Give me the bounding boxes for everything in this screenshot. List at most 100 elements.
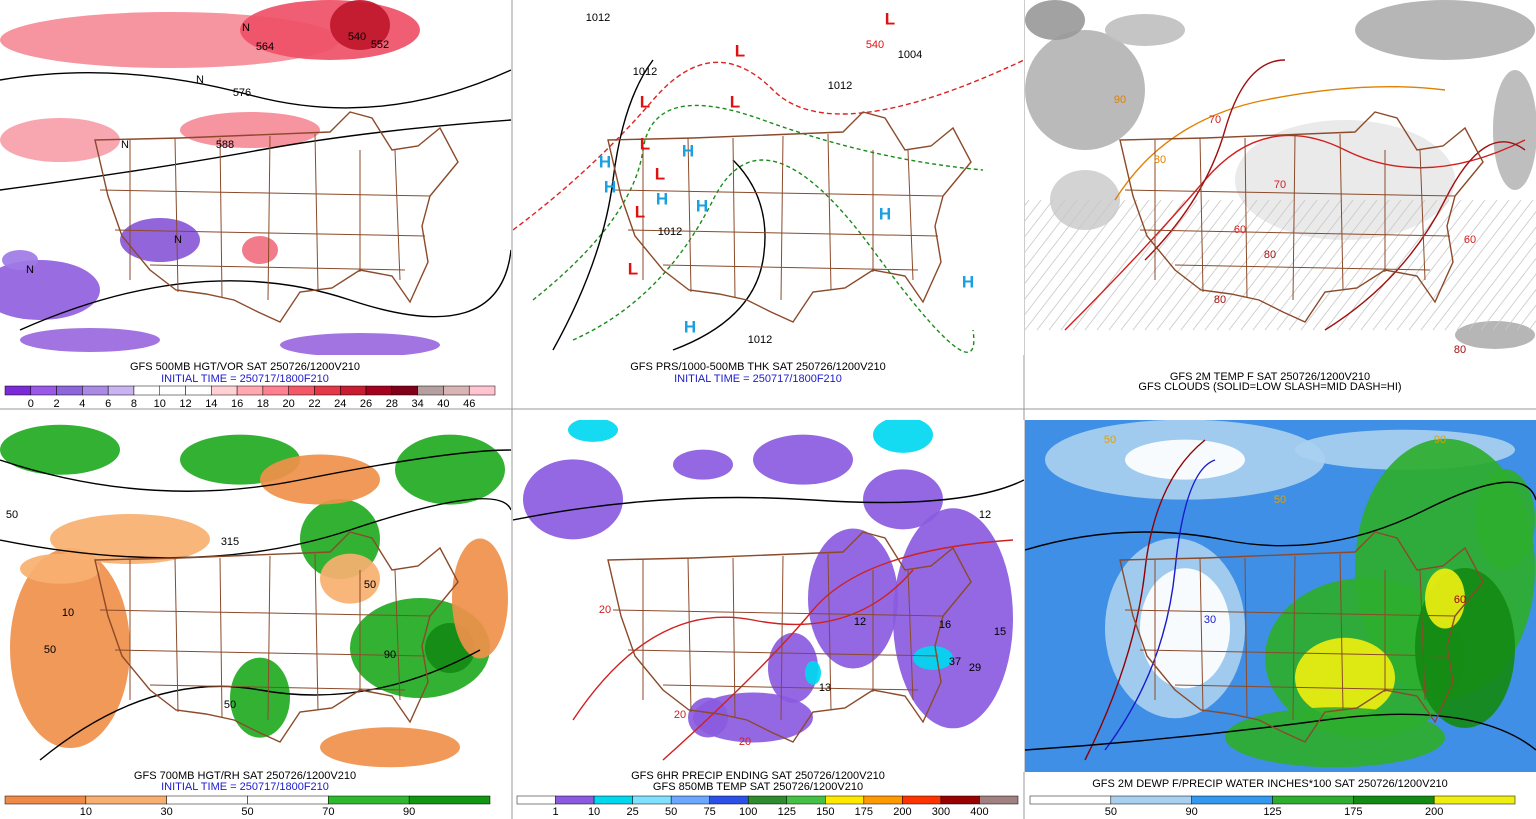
colorbar-label: 2 [54,398,60,410]
field-shade [673,449,733,480]
state-line [1199,137,1204,293]
colorbar-label: 12 [179,398,191,410]
colorbar-swatch [30,385,57,396]
country-outline [607,531,972,743]
contour [532,104,984,301]
field-shade [1050,170,1120,230]
contour-label: 13 [819,682,831,694]
pressure-center: H [962,272,974,291]
map-area [1025,0,1536,355]
contour [0,498,511,559]
contour [1114,85,1446,201]
field-shade [768,632,818,703]
state-line [1244,557,1248,719]
cloud-hatch [1025,199,1066,253]
state-line [1292,555,1296,721]
colorbar-swatch [288,385,315,396]
cloud-hatch [1072,199,1174,331]
contour [513,479,1024,521]
contour [1025,481,1536,551]
pressure-center: H [684,317,696,336]
colorbar-swatch [1029,795,1112,805]
contour-label: 1004 [898,49,922,61]
map-area [0,0,511,355]
cloud-hatch [1408,199,1510,331]
contour-label: 20 [739,736,751,748]
colorbar-label: 1 [552,806,558,818]
field-shade [893,508,1013,729]
colorbar-label: 28 [386,398,398,410]
cloud-hatch [1228,199,1330,331]
colorbar-swatch [417,385,444,396]
contour [39,649,481,761]
state-line [314,133,319,291]
map-panel [513,0,1024,355]
pressure-center: H [599,152,611,171]
contour [19,249,511,331]
caption: GFS 2M TEMP F SAT 250726/1200V210 [1170,371,1370,383]
cloud-hatch [1432,199,1534,331]
cloud-hatch [1025,199,1126,331]
field-shade [1455,321,1535,349]
state-line [687,137,692,293]
field-shade [280,333,440,355]
contour-label: N [121,139,129,151]
colorbar-swatch [247,795,329,805]
cloud-hatch [1480,257,1536,331]
colorbar-label: 16 [231,398,243,410]
contour [0,449,511,492]
contour [1324,141,1526,331]
caption: INITIAL TIME = 250717/1800F210 [674,373,842,385]
colorbar-label: 150 [816,806,834,818]
colorbar-swatch [940,795,980,805]
colorbar-label: 26 [360,398,372,410]
colorbar-swatch [902,795,942,805]
state-line [267,555,271,721]
state-line [907,569,914,701]
contour-label: N [174,234,182,246]
colorbar-swatch [408,795,491,805]
contour [0,119,511,191]
cloud-hatch [1372,199,1474,331]
contour [1025,713,1536,751]
contour [572,159,975,353]
colorbar-swatch [468,385,496,396]
colorbar-label: 70 [322,806,334,818]
state-line [1339,133,1344,291]
map-panel [0,0,511,355]
field-shade [10,548,130,749]
contour-label: 50 [224,699,236,711]
colorbar-label: 10 [588,806,600,818]
cloud-hatch [1108,199,1210,331]
state-line [114,649,426,657]
colorbar-swatch [1191,795,1273,805]
cloud-hatch [1025,199,1054,238]
pressure-center: H [682,141,694,160]
colorbar-swatch [632,795,672,805]
colorbar-label: 20 [283,398,295,410]
field-shade [120,218,200,262]
colorbar-label: 175 [855,806,873,818]
country-outline [94,531,459,743]
state-line [662,684,919,691]
cloud-hatch [1468,242,1536,331]
pressure-center: L [735,41,745,60]
colorbar-swatch [314,385,341,396]
field-shade [873,420,933,453]
cloud-hatch [1048,199,1150,331]
cloud-hatch [1312,199,1414,331]
field-shade [1355,0,1535,60]
cloud-hatch [1025,199,1090,284]
colorbar-label: 14 [205,398,217,410]
state-line [1139,229,1451,237]
field-shade [330,0,390,50]
contour-label: 540 [866,39,884,51]
colorbar-swatch [555,795,595,805]
colorbar-label: 40 [437,398,449,410]
colorbar-swatch [1272,795,1354,805]
contour-label: 50 [44,644,56,656]
contour-label: 1012 [658,226,682,238]
colorbar-label: 90 [403,806,415,818]
contour [1104,459,1216,751]
contour-label: 80 [1264,249,1276,261]
